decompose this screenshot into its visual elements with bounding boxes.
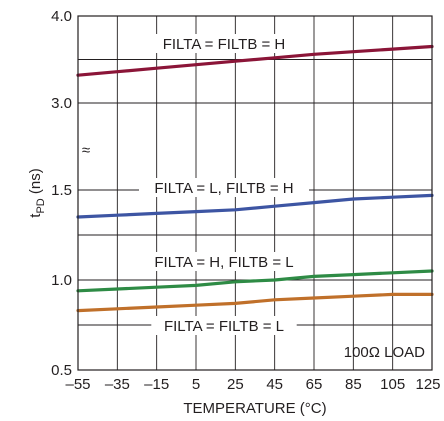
series-line-filta-l-filtb-h [76,193,434,219]
x-tick-label: 105 [380,376,405,393]
y-tick-label: 4.0 [51,8,72,25]
y-tick-labels: 4.0 3.0 1.5 1.0 0.5 [51,8,72,379]
series-label-filta-h-filtb-l: FILTA = H, FILTB = L [154,254,293,271]
series-labels: FILTA = FILTB = H FILTA = L, FILTB = H FIL… [139,34,309,335]
series-label-bg [139,252,309,271]
load-label: 100Ω LOAD [344,344,425,361]
x-tick-label: –35 [105,376,130,393]
series-label-filta-l-filtb-h: FILTA = L, FILTB = H [154,180,293,197]
series-label-bg [151,316,297,335]
x-tick-label: –55 [65,376,90,393]
series-label-filta-filtb-h: FILTA = FILTB = H [163,36,286,53]
y-tick-label: 3.0 [51,95,72,112]
x-tick-label: 45 [266,376,283,393]
x-tick-label: 125 [415,376,440,393]
x-tick-label: –15 [144,376,169,393]
series-label-bg [139,178,309,197]
x-tick-labels: –55 –35 –15 5 25 45 65 85 105 125 [65,376,440,393]
x-tick-label: 5 [192,376,200,393]
series-line-filta-filtb-l [76,292,434,313]
axis-break-symbol: ≈ [82,142,90,159]
y-tick-label: 0.5 [51,362,72,379]
plot-frame [77,15,433,371]
series-line-filta-filtb-h [76,44,434,77]
series-label-bg [151,34,297,53]
x-tick-label: 65 [306,376,323,393]
x-axis-title: TEMPERATURE (°C) [183,400,326,417]
y-tick-label: 1.5 [51,182,72,199]
x-tick-label: 25 [227,376,244,393]
series-label-filta-filtb-l: FILTA = FILTB = L [164,318,284,335]
y-tick-label: 1.0 [51,272,72,289]
series-group [76,44,434,313]
y-axis-title: tPD (ns) [27,168,47,217]
series-line-filta-h-filtb-l [76,269,434,293]
x-tick-label: 85 [345,376,362,393]
